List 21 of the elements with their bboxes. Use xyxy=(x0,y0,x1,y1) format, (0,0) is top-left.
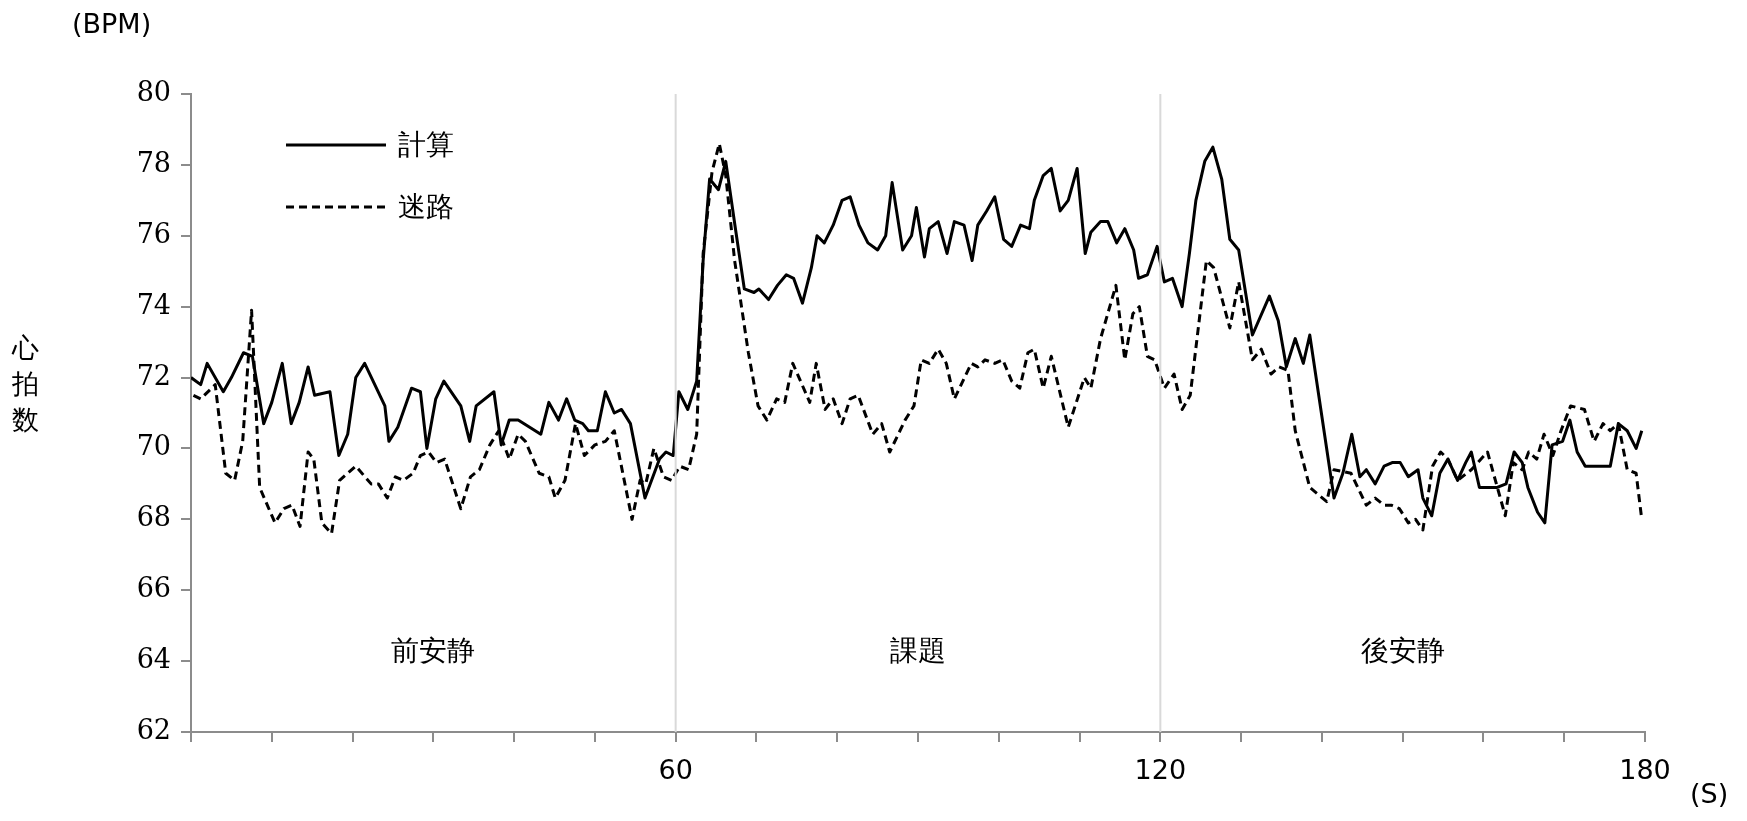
annotation: 課題 xyxy=(890,633,946,669)
y-tick-label: 66 xyxy=(136,572,171,604)
legend-label: 計算 xyxy=(398,127,454,163)
y-tick-label: 72 xyxy=(136,359,171,391)
y-tick-label: 74 xyxy=(136,288,171,320)
y-axis-title: 心拍数 xyxy=(12,331,39,437)
x-tick-label: 120 xyxy=(1134,754,1187,786)
x-axis-title: (S) xyxy=(1690,778,1729,809)
y-tick-label: 76 xyxy=(136,217,171,249)
y-tick-label: 62 xyxy=(136,714,171,746)
y-tick-label: 78 xyxy=(136,146,171,178)
y-tick-label: 80 xyxy=(136,76,171,108)
x-tick-label: 180 xyxy=(1619,754,1671,786)
y-tick-label: 68 xyxy=(136,501,171,533)
y-tick-label: 70 xyxy=(136,430,171,462)
y-tick-label: 64 xyxy=(136,643,171,675)
x-tick-label: 60 xyxy=(658,754,693,786)
legend-label: 迷路 xyxy=(398,189,454,225)
text: (BPM) xyxy=(72,8,152,39)
annotation: 後安静 xyxy=(1360,633,1445,669)
annotation: 前安静 xyxy=(391,633,476,669)
